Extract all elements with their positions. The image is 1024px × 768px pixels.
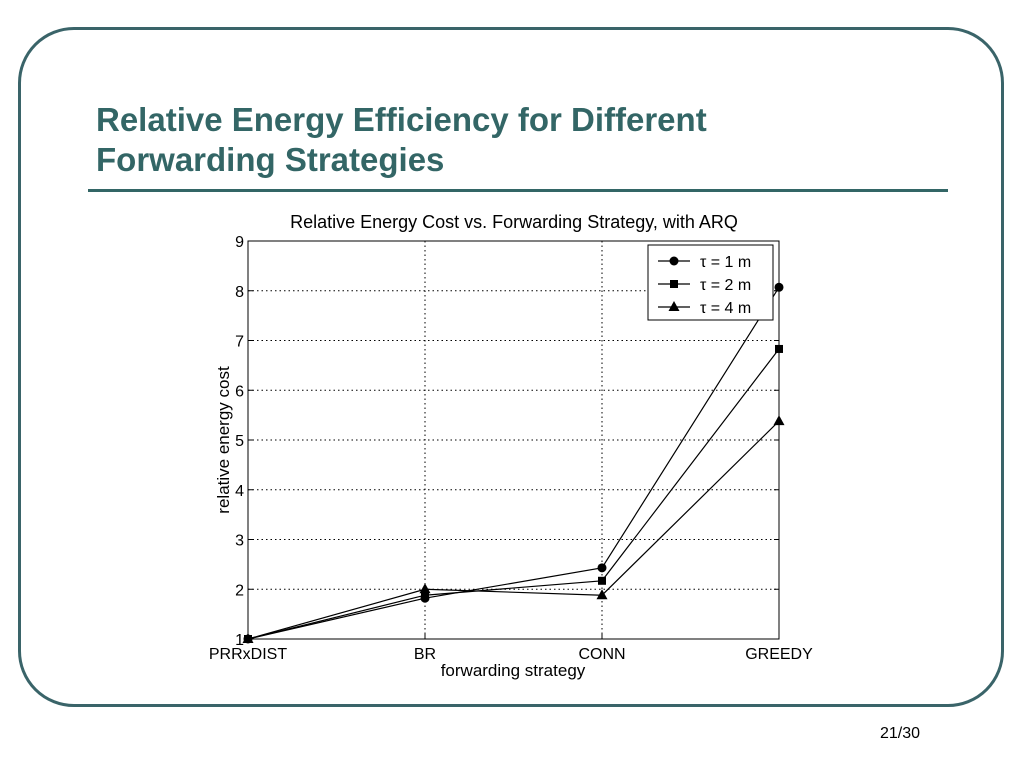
x-tick-label: PRRxDIST (209, 646, 287, 663)
y-axis-ticks: 1 2 3 4 5 6 7 8 9 (235, 234, 779, 649)
title-divider (88, 189, 948, 192)
data-point-triangle (596, 589, 608, 600)
legend-marker-triangle (668, 301, 680, 311)
data-point-square (775, 344, 783, 353)
y-tick-label: 4 (235, 483, 244, 500)
legend-marker-circle (669, 256, 679, 266)
y-tick-label: 5 (235, 433, 244, 450)
series-lines (242, 282, 785, 644)
data-point-circle (597, 563, 607, 573)
y-tick-label: 1 (235, 632, 244, 649)
series-line-3 (247, 420, 780, 640)
data-point-square (598, 576, 606, 585)
slide-frame (18, 27, 1004, 707)
legend: τ = 1 m τ = 2 m τ = 4 m (647, 244, 774, 321)
x-axis-ticks: PRRxDIST BR CONN GREEDY (209, 634, 813, 663)
x-tick-label: GREEDY (745, 646, 813, 663)
y-axis-label: relative energy cost (214, 366, 233, 514)
page-number: 21/30 (880, 725, 921, 742)
slide-title: Relative Energy Efficiency for Different… (96, 100, 956, 180)
data-point-triangle (242, 633, 254, 643)
y-tick-label: 9 (235, 234, 244, 251)
data-point-square (421, 591, 429, 600)
y-tick-label: 7 (235, 334, 244, 351)
series-line-1 (247, 286, 780, 640)
data-point-triangle (419, 583, 431, 594)
slide-title-line2: Forwarding Strategies (96, 141, 445, 178)
y-tick-label: 3 (235, 533, 244, 550)
slide-title-line1: Relative Energy Efficiency for Different (96, 101, 707, 138)
x-tick-label: CONN (578, 646, 625, 663)
legend-label: τ = 1 m (700, 254, 751, 271)
y-tick-label: 6 (235, 383, 244, 400)
x-axis-label: forwarding strategy (441, 661, 586, 680)
legend-marker-square (670, 280, 678, 288)
data-point-circle (774, 282, 784, 292)
legend-label: τ = 2 m (700, 277, 751, 294)
y-tick-label: 2 (235, 582, 244, 599)
chart-title: Relative Energy Cost vs. Forwarding Stra… (290, 212, 738, 232)
x-tick-label: BR (414, 646, 436, 663)
data-point-triangle (773, 415, 785, 426)
legend-label: τ = 4 m (700, 300, 751, 317)
series-line-2 (247, 348, 780, 640)
y-tick-label: 8 (235, 284, 244, 301)
